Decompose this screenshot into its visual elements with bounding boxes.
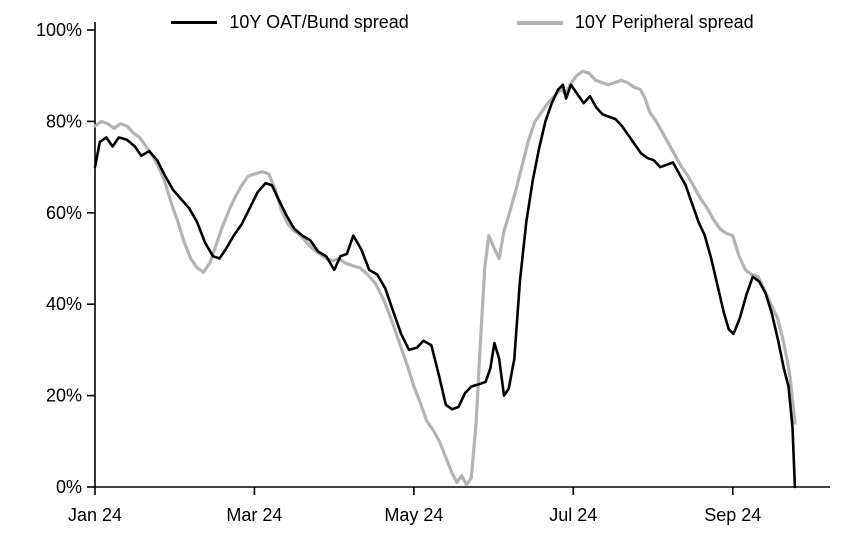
y-tick-label: 0% <box>56 477 82 497</box>
y-tick-label: 20% <box>46 386 82 406</box>
y-tick-label: 40% <box>46 294 82 314</box>
x-tick-label: Jul 24 <box>549 505 597 525</box>
x-tick-label: Sep 24 <box>704 505 761 525</box>
x-tick-label: Jan 24 <box>68 505 122 525</box>
y-tick-label: 100% <box>36 20 82 40</box>
y-tick-label: 60% <box>46 203 82 223</box>
series-line-1 <box>93 69 797 487</box>
series-line-0 <box>93 83 797 489</box>
x-tick-label: Mar 24 <box>226 505 282 525</box>
x-tick-label: May 24 <box>384 505 443 525</box>
y-tick-label: 80% <box>46 111 82 131</box>
